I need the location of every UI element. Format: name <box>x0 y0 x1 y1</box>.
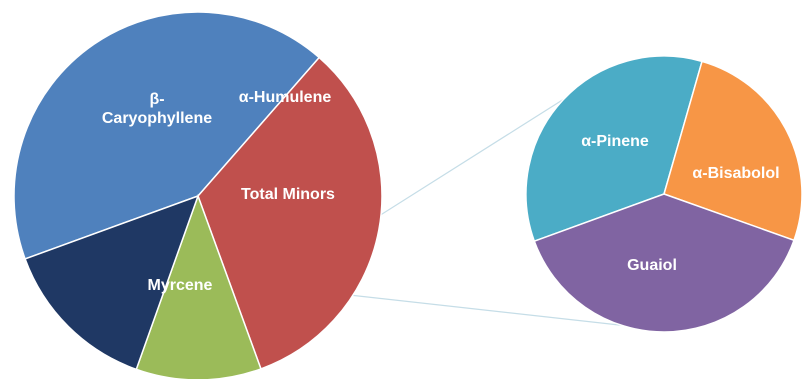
slice-labels: Myrcene β-Caryophyllene α-Humulene Total Mi… <box>102 89 780 294</box>
slice-main-total-minors <box>24 194 200 371</box>
slice-minors-guaiol <box>533 193 795 333</box>
slice-minors-bisabolol <box>663 60 803 242</box>
minors-pie <box>525 55 803 333</box>
label-minors-bisabolol: α-Bisabolol <box>692 165 779 182</box>
slice-main-humulene <box>135 193 262 379</box>
slice-main-myrcene <box>13 11 321 260</box>
label-main-myrcene: Myrcene <box>148 277 213 294</box>
slice-minors-pinene <box>525 55 703 243</box>
main-pie <box>13 11 383 379</box>
label-minors-pinene: α-Pinene <box>581 133 649 150</box>
label-minors-guaiol: Guaiol <box>627 257 677 274</box>
label-main-total-minors: Total Minors <box>241 186 335 203</box>
label-main-humulene: α-Humulene <box>239 89 332 106</box>
slice-main-caryophyllene <box>197 56 383 370</box>
label-main-caryophyllene: β-Caryophyllene <box>102 91 212 127</box>
